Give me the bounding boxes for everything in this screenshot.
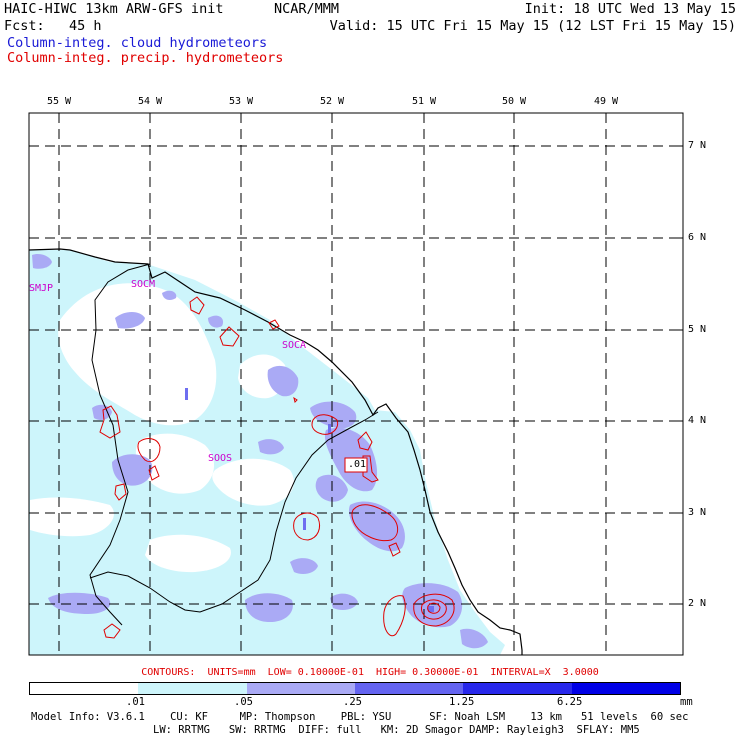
model-info-line1: Model Info: V3.6.1 CU: KF MP: Thompson P…: [31, 711, 689, 723]
colorbar-label: 1.25: [449, 696, 475, 708]
colorbar-bin: [30, 683, 139, 694]
colorbar-label: .25: [343, 696, 362, 708]
model-title: HAIC-HIWC 13km ARW-GFS init: [4, 1, 224, 17]
lon-label: 54 W: [137, 96, 163, 107]
country-border: [89, 263, 151, 626]
station-label-soca: SOCA: [282, 340, 307, 351]
station-label-soos: SOOS: [208, 453, 233, 464]
country-border: [89, 411, 379, 613]
colorbar-label: .05: [234, 696, 253, 708]
colorbar-bin: [463, 683, 572, 694]
contour-label-box: [344, 457, 368, 473]
colorbar-units: mm: [680, 696, 693, 708]
valid-time: Valid: 15 UTC Fri 15 May 15 (12 LST Fri …: [329, 18, 736, 34]
coastline: [29, 248, 523, 655]
lat-label: 7 N: [688, 140, 707, 151]
lon-ticks: [58, 113, 607, 118]
lon-label: 51 W: [411, 96, 437, 107]
init-time: Init: 18 UTC Wed 13 May 15: [524, 1, 736, 17]
lon-label: 52 W: [319, 96, 345, 107]
lat-label: 4 N: [688, 415, 707, 426]
colorbar-bin: [354, 683, 464, 694]
lon-label: 55 W: [46, 96, 72, 107]
cloud-field-mid: [32, 253, 488, 649]
lat-label: 5 N: [688, 324, 707, 335]
colorbar-bin: [246, 683, 355, 694]
colorbar-bin: [138, 683, 247, 694]
lat-label: 6 N: [688, 232, 707, 243]
organization: NCAR/MMM: [274, 1, 340, 17]
colorbar: [29, 682, 681, 695]
station-label-smjp: SMJP: [29, 283, 54, 294]
precip-contours: [99, 296, 455, 639]
colorbar-label: 6.25: [557, 696, 583, 708]
station-label-socm: SOCM: [131, 279, 156, 290]
forecast-hour: Fcst: 45 h: [4, 18, 102, 34]
cloud-field-dark: [185, 388, 434, 612]
lat-label: 3 N: [688, 507, 707, 518]
field-precip-title: Column-integ. precip. hydrometeors: [7, 50, 284, 66]
colorbar-label: .01: [126, 696, 145, 708]
contours-info: CONTOURS: UNITS=mm LOW= 0.10000E-01 HIGH…: [141, 667, 599, 678]
lon-label: 49 W: [593, 96, 619, 107]
field-cloud-title: Column-integ. cloud hydrometeors: [7, 35, 268, 51]
lat-label: 2 N: [688, 598, 707, 609]
model-info-line2: LW: RRTMG SW: RRTMG DIFF: full KM: 2D Sm…: [153, 724, 640, 736]
colorbar-bin: [571, 683, 680, 694]
lon-label: 50 W: [501, 96, 527, 107]
graticule: [29, 113, 683, 655]
contour-label: .01: [348, 459, 367, 470]
lon-label: 53 W: [228, 96, 254, 107]
lat-ticks: [678, 145, 683, 605]
map-frame: [28, 112, 684, 656]
